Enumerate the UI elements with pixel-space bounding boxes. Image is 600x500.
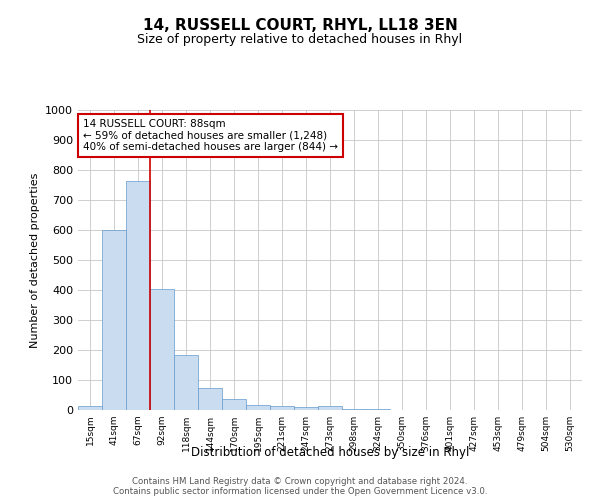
Text: 14, RUSSELL COURT, RHYL, LL18 3EN: 14, RUSSELL COURT, RHYL, LL18 3EN (143, 18, 457, 32)
Bar (78, 406, 102, 410)
Text: Contains HM Land Registry data © Crown copyright and database right 2024.: Contains HM Land Registry data © Crown c… (132, 476, 468, 486)
Bar (150, 288, 174, 410)
Bar (294, 407, 318, 410)
Bar (222, 399, 246, 410)
Bar (246, 405, 270, 410)
Bar (198, 388, 222, 410)
Bar (174, 354, 198, 410)
Bar (270, 406, 294, 410)
Text: Distribution of detached houses by size in Rhyl: Distribution of detached houses by size … (191, 446, 469, 459)
Bar (318, 406, 342, 410)
Y-axis label: Number of detached properties: Number of detached properties (29, 172, 40, 348)
Text: Size of property relative to detached houses in Rhyl: Size of property relative to detached ho… (137, 32, 463, 46)
Bar (126, 180, 150, 410)
Text: Contains public sector information licensed under the Open Government Licence v3: Contains public sector information licen… (113, 486, 487, 496)
Bar (102, 230, 126, 410)
Bar (342, 408, 366, 410)
Text: 14 RUSSELL COURT: 88sqm
← 59% of detached houses are smaller (1,248)
40% of semi: 14 RUSSELL COURT: 88sqm ← 59% of detache… (83, 119, 338, 152)
